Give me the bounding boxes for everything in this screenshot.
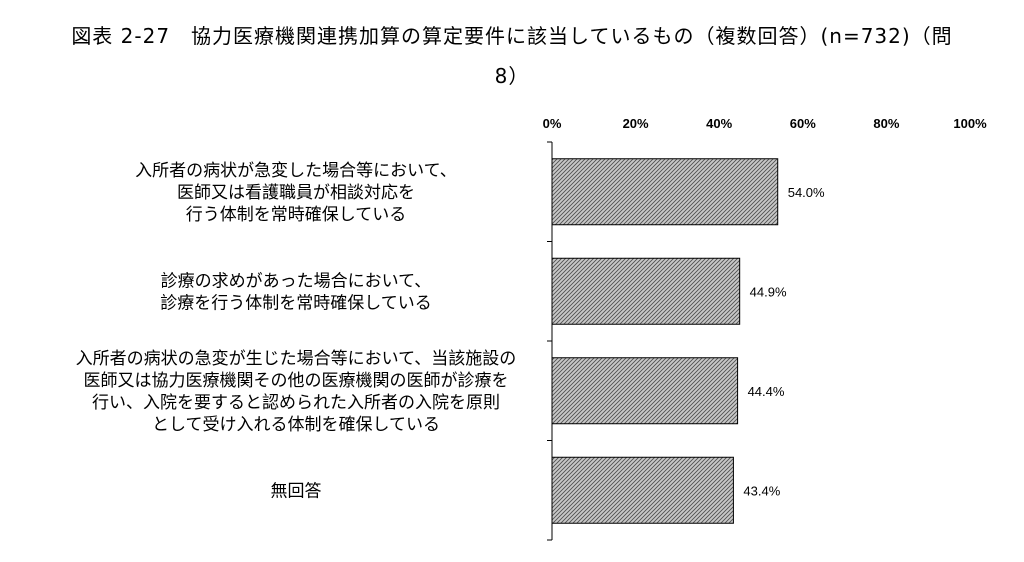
x-tick-label: 80% [873,116,899,131]
category-label-line: 行い、入院を要すると認められた入所者の入院を原則 [92,393,500,413]
category-label: 無回答 [271,481,322,501]
category-label: 診療の求めがあった場合において、診療を行う体制を常時確保している [160,271,432,313]
x-tick-label: 100% [953,116,987,131]
category-label-line: 無回答 [271,481,322,501]
x-tick-label: 60% [790,116,816,131]
bar [551,257,741,325]
data-label: 54.0% [788,185,825,200]
chart-title-line-2: 8） [494,64,530,88]
bar [551,357,739,425]
x-tick-label: 40% [706,116,732,131]
category-label-line: 医師又は看護職員が相談対応を [177,183,415,203]
data-label: 43.4% [743,483,780,498]
bar [551,158,779,226]
bar [551,456,734,524]
category-label-line: 入所者の病状が急変した場合等において、 [135,161,457,181]
x-tick-label: 20% [623,116,649,131]
category-label-line: 診療の求めがあった場合において、 [161,271,432,291]
category-label-line: 医師又は協力医療機関その他の医療機関の医師が診療を [84,371,509,391]
category-label: 入所者の病状が急変した場合等において、医師又は看護職員が相談対応を行う体制を常時… [135,161,457,225]
chart-title-line-1: 図表 2-27 協力医療機関連携加算の算定要件に該当しているもの（複数回答）(n… [71,24,953,48]
category-label-line: 診療を行う体制を常時確保している [160,293,432,313]
category-label: 入所者の病状の急変が生じた場合等において、当該施設の医師又は協力医療機関その他の… [76,349,517,435]
chart-title: 図表 2-27 協力医療機関連携加算の算定要件に該当しているもの（複数回答）(n… [0,16,1024,96]
category-label-line: として受け入れる体制を確保している [152,415,440,435]
data-label: 44.9% [750,284,787,299]
x-tick-label: 0% [543,116,562,131]
category-label-line: 入所者の病状の急変が生じた場合等において、当該施設の [76,349,517,369]
data-label: 44.4% [748,384,785,399]
category-label-line: 行う体制を常時確保している [186,205,407,225]
